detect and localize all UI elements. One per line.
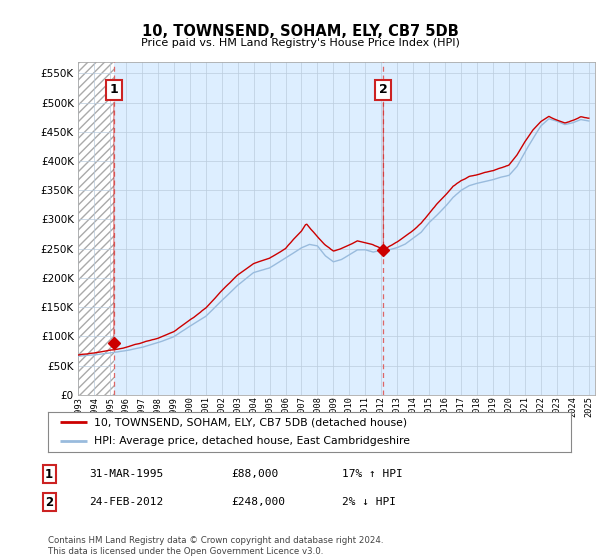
- Text: 31-MAR-1995: 31-MAR-1995: [89, 469, 163, 479]
- Text: 1: 1: [45, 468, 53, 481]
- Text: £88,000: £88,000: [231, 469, 278, 479]
- Text: Price paid vs. HM Land Registry's House Price Index (HPI): Price paid vs. HM Land Registry's House …: [140, 38, 460, 48]
- Text: Contains HM Land Registry data © Crown copyright and database right 2024.
This d: Contains HM Land Registry data © Crown c…: [48, 536, 383, 556]
- Text: 2% ↓ HPI: 2% ↓ HPI: [342, 497, 396, 507]
- Text: 2: 2: [45, 496, 53, 509]
- Text: 10, TOWNSEND, SOHAM, ELY, CB7 5DB (detached house): 10, TOWNSEND, SOHAM, ELY, CB7 5DB (detac…: [94, 417, 407, 427]
- Text: 24-FEB-2012: 24-FEB-2012: [89, 497, 163, 507]
- Bar: [78, 62, 114, 395]
- Text: HPI: Average price, detached house, East Cambridgeshire: HPI: Average price, detached house, East…: [94, 436, 410, 446]
- Text: 2: 2: [379, 83, 388, 96]
- Text: 10, TOWNSEND, SOHAM, ELY, CB7 5DB: 10, TOWNSEND, SOHAM, ELY, CB7 5DB: [142, 24, 458, 39]
- Text: £248,000: £248,000: [231, 497, 285, 507]
- Text: 1: 1: [110, 83, 118, 96]
- Text: 17% ↑ HPI: 17% ↑ HPI: [342, 469, 403, 479]
